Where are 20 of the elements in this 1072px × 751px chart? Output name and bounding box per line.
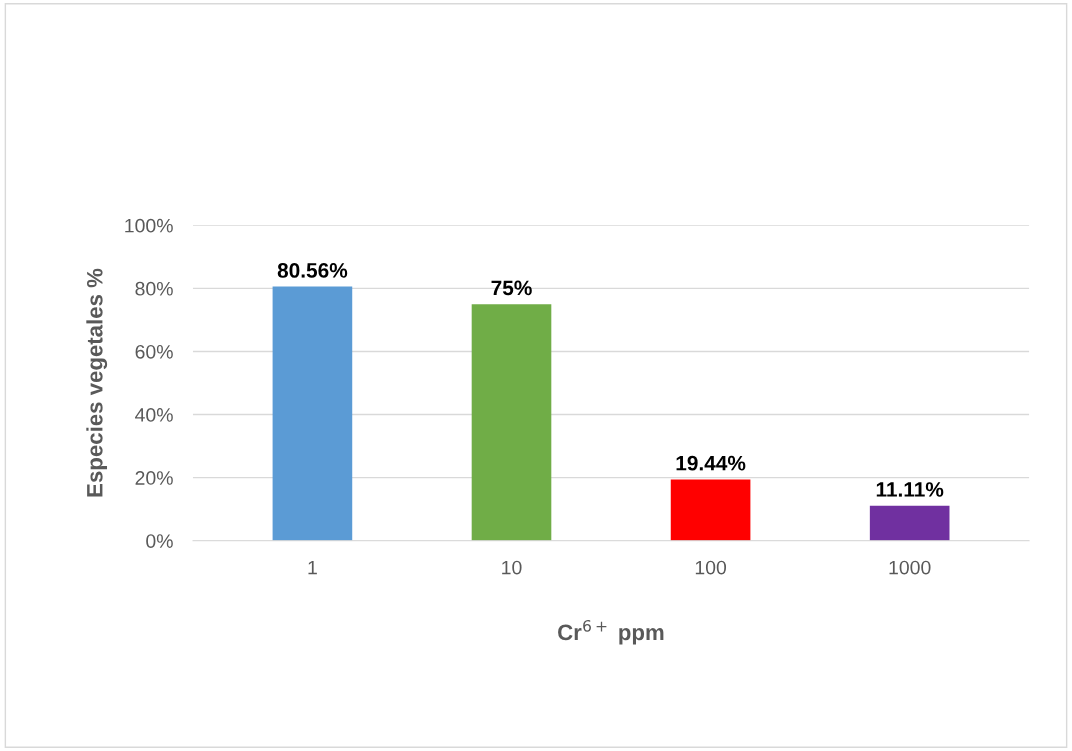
x-tick-label: 10 [502, 560, 522, 575]
x-axis-title: Cr$^{6+}$ ppm [558, 619, 664, 645]
bar [670, 479, 751, 541]
y-tick-label: 0% [146, 534, 173, 548]
y-tick-label: 80% [135, 281, 173, 296]
bar [869, 505, 950, 541]
data-label: 80.56% [277, 263, 348, 278]
x-tick-label: 1000 [889, 560, 931, 575]
y-tick-label: 40% [135, 408, 173, 422]
bar [471, 304, 552, 541]
x-tick-label: 100 [695, 560, 727, 575]
bar [272, 286, 353, 541]
x-tick-label: 1 [308, 560, 317, 575]
data-label: 19.44% [676, 455, 746, 471]
y-tick-label: 60% [135, 344, 173, 359]
y-axis-title: Especies vegetales % [86, 268, 108, 497]
y-tick-label: 100% [125, 218, 173, 233]
y-tick-label: 20% [135, 471, 173, 485]
data-label: 11.11% [876, 482, 944, 497]
data-label: 75% [491, 280, 532, 296]
